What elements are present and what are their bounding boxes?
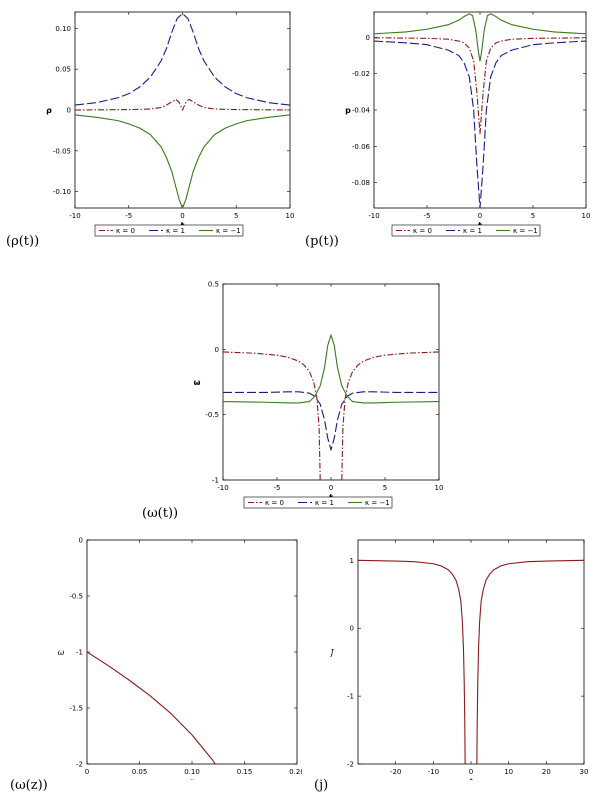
legend-box xyxy=(243,496,393,509)
x-tick-label: 5 xyxy=(234,212,238,220)
x-tick-label: -5 xyxy=(274,484,281,492)
y-tick-label: 0 xyxy=(350,625,354,633)
caption-omega-z: (ω(z)) xyxy=(10,778,48,793)
caption-j: (j) xyxy=(314,778,329,793)
series-line xyxy=(223,391,439,451)
y-tick-label: -0.06 xyxy=(352,143,371,151)
y-tick-label: -1.5 xyxy=(69,705,83,713)
x-tick-label: 0.10 xyxy=(184,768,200,776)
y-tick-label: -0.5 xyxy=(69,593,83,601)
series-line xyxy=(358,559,466,764)
series-line xyxy=(223,334,439,404)
y-tick-label: 0 xyxy=(366,34,370,42)
y-tick-label: -1 xyxy=(212,477,219,485)
series-line xyxy=(374,40,586,208)
x-tick-label: 5 xyxy=(531,212,535,220)
x-tick-label: 0 xyxy=(469,768,473,776)
plot-frame xyxy=(373,11,587,209)
y-tick-label: -1 xyxy=(347,693,354,701)
caption-omega-t: (ω(t)) xyxy=(142,506,179,521)
plot-frame xyxy=(86,539,298,765)
x-tick-label: -20 xyxy=(390,768,401,776)
x-tick-label: 0 xyxy=(329,484,333,492)
legend: κ = 0 κ = 1 κ = −1 xyxy=(94,224,244,237)
legend-box xyxy=(94,224,244,237)
series-line xyxy=(87,651,216,764)
y-tick-label: 0 xyxy=(67,107,71,115)
y-tick-label: -0.08 xyxy=(352,179,370,187)
y-axis-label: p xyxy=(345,106,351,115)
y-tick-label: 1 xyxy=(350,557,354,565)
x-tick-label: 0.20 xyxy=(289,768,302,776)
y-tick-label: 0.10 xyxy=(55,25,71,33)
series-line xyxy=(341,351,439,480)
y-tick-label: -0.5 xyxy=(205,411,219,419)
legend-entry: κ = 0 xyxy=(116,227,135,235)
x-tick-label: 10 xyxy=(582,212,591,220)
y-tick-label: -2 xyxy=(347,761,354,769)
legend-box xyxy=(391,224,541,237)
series-line xyxy=(75,13,290,106)
x-tick-label: -5 xyxy=(424,212,431,220)
x-tick-label: 0.15 xyxy=(237,768,253,776)
chart-omega-z: 0 0.05 0.10 0.15 0.20 0 -0.5 -1 -1.5 -2 z ω xyxy=(58,537,302,781)
y-axis-label: J xyxy=(330,648,334,657)
y-tick-label: -1 xyxy=(76,649,83,657)
legend-entry: κ = 0 xyxy=(265,499,284,507)
legend-entry: κ = 0 xyxy=(413,227,432,235)
x-tick-label: -10 xyxy=(69,212,80,220)
legend: κ = 0 κ = 1 κ = −1 xyxy=(243,496,393,509)
legend-entry: κ = −1 xyxy=(216,227,241,235)
x-tick-label: -5 xyxy=(125,212,132,220)
legend-entry: κ = −1 xyxy=(365,499,390,507)
series-line xyxy=(75,114,290,208)
x-tick-label: -10 xyxy=(428,768,439,776)
plot-frame xyxy=(222,283,440,481)
legend: κ = 0 κ = 1 κ = −1 xyxy=(391,224,541,237)
y-tick-label: 0 xyxy=(215,346,219,354)
x-tick-label: 10 xyxy=(435,484,444,492)
series-line xyxy=(374,13,586,62)
y-tick-label: 0 xyxy=(79,537,83,545)
legend-entry: κ = 1 xyxy=(463,227,482,235)
y-tick-label: -0.10 xyxy=(53,188,71,196)
series-line xyxy=(374,37,586,135)
y-tick-label: 0.5 xyxy=(208,281,219,289)
x-axis-label: t xyxy=(469,777,473,780)
legend-entry: κ = −1 xyxy=(513,227,538,235)
x-tick-label: 30 xyxy=(580,768,589,776)
legend-entry: κ = 1 xyxy=(166,227,185,235)
series-line xyxy=(223,351,321,480)
y-tick-label: -2 xyxy=(76,761,83,769)
y-tick-label: -0.05 xyxy=(53,147,71,155)
y-tick-label: 0.05 xyxy=(55,66,71,74)
x-tick-label: 10 xyxy=(504,768,513,776)
y-axis-label: ω xyxy=(58,648,65,657)
plot-frame xyxy=(357,539,585,765)
legend-entry: κ = 1 xyxy=(315,499,334,507)
series-line xyxy=(476,559,584,764)
x-tick-label: 20 xyxy=(542,768,551,776)
x-tick-label: 0 xyxy=(478,212,482,220)
x-tick-label: 0 xyxy=(180,212,184,220)
y-axis-label: ρ xyxy=(46,106,52,115)
caption-rho: (ρ(t)) xyxy=(6,234,40,249)
x-tick-label: 10 xyxy=(286,212,295,220)
x-tick-label: 0 xyxy=(85,768,89,776)
x-tick-label: 0.05 xyxy=(132,768,148,776)
caption-p: (p(t)) xyxy=(305,234,339,249)
y-tick-label: -0.02 xyxy=(352,70,370,78)
x-tick-label: 5 xyxy=(383,484,387,492)
y-tick-label: -0.04 xyxy=(352,107,371,115)
x-axis-label: z xyxy=(189,777,195,780)
y-axis-label: ω xyxy=(194,378,201,387)
series-line xyxy=(75,98,290,111)
x-tick-label: -10 xyxy=(368,212,379,220)
x-tick-label: -10 xyxy=(217,484,228,492)
